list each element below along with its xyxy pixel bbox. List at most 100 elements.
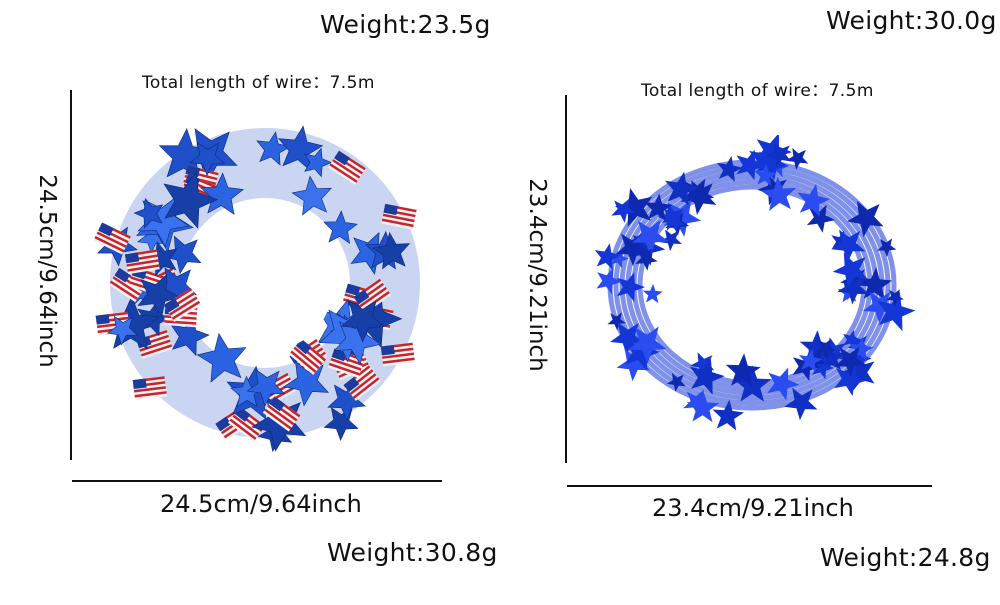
flag-stripe [330, 357, 362, 371]
weight-label-bottom-left: Weight:30.8g [327, 538, 498, 567]
flag-stripe [232, 414, 260, 436]
flag-canton [124, 252, 140, 264]
blue-tinsel-star [851, 347, 872, 370]
blue-star-wreath [594, 135, 916, 431]
blue-tinsel-star [610, 248, 629, 269]
flag-canton [98, 222, 114, 237]
wreath-center-hole [208, 226, 332, 350]
flag-stripe [164, 320, 197, 325]
flag-stripe [264, 408, 292, 430]
flag-stripe [171, 300, 201, 320]
blue-tinsel-star [614, 188, 653, 227]
height-dimension-label-right: 23.4cm/9.21inch [524, 178, 550, 372]
blue-tinsel-star [815, 338, 837, 360]
blue-tinsel-star [733, 365, 772, 402]
flag-stripe [112, 276, 141, 296]
blue-tinsel-star [834, 363, 866, 396]
blue-star-shape [291, 175, 333, 216]
blue-tinsel-star [686, 391, 720, 423]
blue-tinsel-star [615, 232, 650, 267]
blue-tinsel-star [784, 387, 818, 421]
blue-star-shape [189, 142, 226, 177]
blue-tinsel-star [862, 291, 897, 324]
flag-piece [262, 396, 301, 432]
blue-star-shape [196, 332, 247, 383]
blue-star-shape [246, 368, 286, 407]
flag-stripe [381, 218, 414, 228]
flag-canton [343, 377, 360, 393]
flag-stripe [169, 296, 198, 316]
blue-tinsel-star [877, 291, 916, 332]
blue-tinsel-star [642, 283, 663, 304]
flag-canton [380, 344, 395, 356]
blue-tinsel-star [690, 358, 725, 395]
blue-star-shape [323, 210, 358, 245]
blue-tinsel-star [832, 252, 868, 289]
flag-piece [163, 288, 202, 322]
width-dimension-line-right [567, 485, 932, 487]
width-dimension-label-left: 24.5cm/9.64inch [160, 490, 362, 518]
blue-tinsel-star [659, 229, 682, 252]
flag-canton [383, 203, 398, 216]
blue-star-shape [163, 171, 218, 229]
blue-tinsel-star [886, 289, 904, 307]
blue-tinsel-star [754, 163, 777, 186]
flag-stripe [352, 377, 380, 399]
blue-star-shape [106, 315, 138, 346]
blue-tinsel-star [596, 267, 623, 295]
flag-piece [136, 329, 173, 359]
blue-tinsel-star [736, 149, 766, 181]
flag-stripe [229, 418, 257, 440]
blue-tinsel-star [797, 183, 830, 217]
flag-stripe [382, 357, 415, 364]
blue-star-shape [133, 197, 164, 229]
flag-stripe [126, 259, 159, 267]
blue-tinsel-star [644, 193, 673, 221]
height-dimension-line-right [565, 95, 567, 463]
weight-label-top-right: Weight:30.0g [826, 6, 997, 35]
width-dimension-line-left [72, 480, 442, 482]
blue-star-shape [163, 235, 202, 275]
flag-stripe [328, 362, 360, 376]
blue-tinsel-star [635, 248, 658, 271]
flag-stripe [332, 159, 361, 179]
flag-canton [215, 416, 232, 432]
blue-tinsel-star [799, 348, 823, 373]
flag-piece [380, 342, 415, 367]
blue-tinsel-star [690, 352, 715, 377]
blue-tinsel-star [786, 147, 809, 170]
blue-tinsel-star [756, 148, 789, 181]
flag-piece [343, 365, 382, 401]
flag-canton [163, 298, 180, 313]
flag-stripe [134, 391, 167, 398]
flag-stripe [94, 235, 125, 253]
blue-tinsel-star [837, 273, 869, 305]
blue-tinsel-star [831, 229, 866, 263]
blue-tinsel-star [631, 219, 669, 256]
flag-piece [93, 222, 131, 255]
blue-tinsel-star [858, 267, 893, 300]
blue-star-shape [230, 375, 264, 408]
blue-star-shape [303, 147, 333, 178]
height-dimension-label-left: 24.5cm/9.64inch [34, 174, 60, 368]
flag-stripe [349, 373, 377, 395]
blue-star-shape [199, 172, 245, 215]
flag-piece [328, 150, 366, 185]
flag-stripe [382, 352, 415, 359]
blue-tinsel-star [840, 354, 875, 391]
blue-tinsel-star [681, 180, 717, 215]
flag-piece [228, 406, 266, 442]
blue-tinsel-star [806, 204, 835, 233]
blue-tinsel-star [624, 333, 660, 371]
blue-tinsel-star [765, 142, 792, 169]
blue-tinsel-star [767, 367, 800, 401]
flag-piece [132, 376, 167, 400]
flag-canton [95, 314, 110, 325]
flag-canton [345, 283, 361, 296]
blue-tinsel-star [607, 312, 627, 331]
wire-length-label-right: Total length of wire：7.5m [641, 81, 874, 101]
flag-stripe [293, 346, 320, 370]
blue-tinsel-star [663, 199, 702, 237]
blue-tinsel-star [611, 198, 636, 223]
flag-piece [288, 338, 327, 375]
